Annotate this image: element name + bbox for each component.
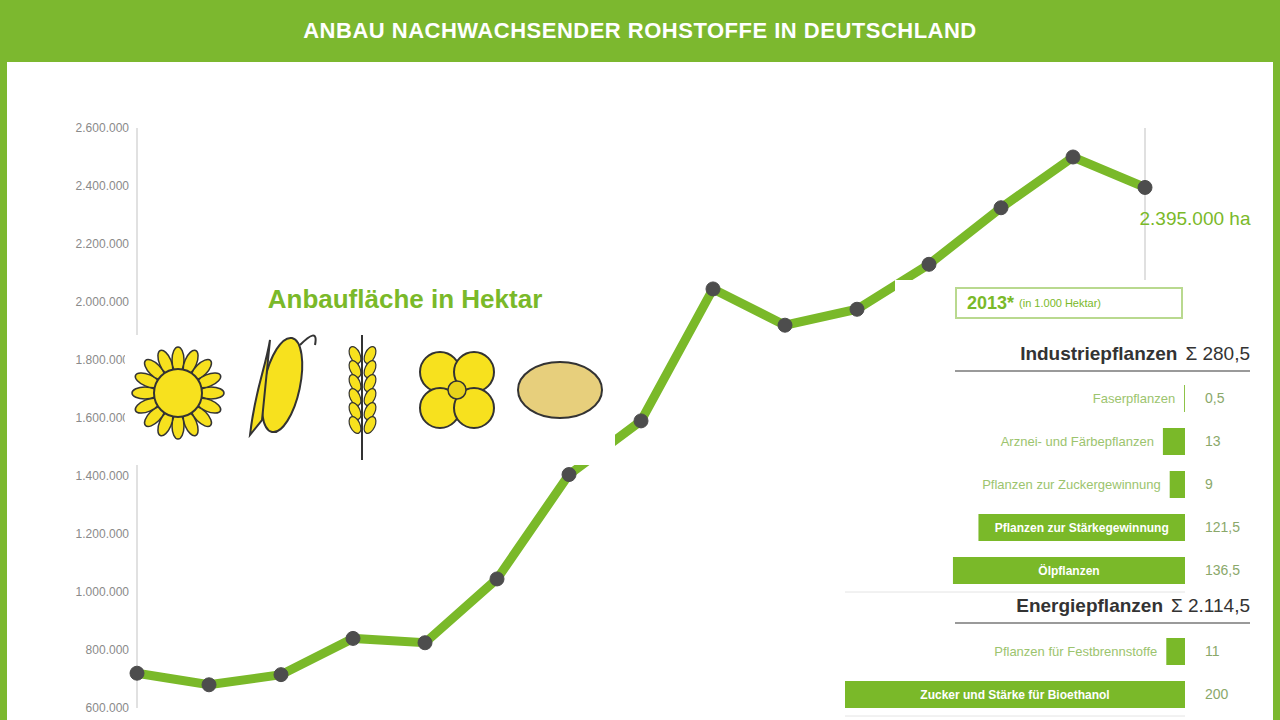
svg-text:2.400.000: 2.400.000 [76, 179, 130, 193]
svg-text:200: 200 [1205, 686, 1229, 702]
svg-text:11: 11 [1205, 643, 1220, 659]
svg-text:Faserpflanzen: Faserpflanzen [1093, 391, 1175, 406]
html-text:Σ 2.114,5: Σ 2.114,5 [1171, 595, 1250, 616]
svg-text:2.395.000 ha: 2.395.000 ha [1140, 208, 1251, 229]
html-text:2013* (in 1.000 Hektar): 2013* (in 1.000 Hektar) [967, 292, 1101, 313]
svg-text:2.000.000: 2.000.000 [76, 295, 130, 309]
svg-text:0,5: 0,5 [1205, 390, 1225, 406]
html-text:Industriepflanzen Σ 280,5: Industriepflanzen Σ 280,5 [1020, 343, 1250, 364]
svg-text:2.200.000: 2.200.000 [76, 237, 130, 251]
svg-text:2.600.000: 2.600.000 [76, 121, 130, 135]
svg-text:Arznei- und Färbepflanzen: Arznei- und Färbepflanzen [1001, 434, 1154, 449]
html-text:Energiepflanzen: Energiepflanzen [1016, 595, 1163, 616]
svg-text:600.000: 600.000 [86, 701, 130, 715]
svg-text:1.200.000: 1.200.000 [76, 527, 130, 541]
svg-text:1.400.000: 1.400.000 [76, 469, 130, 483]
svg-text:121,5: 121,5 [1205, 519, 1240, 535]
svg-text:1.600.000: 1.600.000 [76, 411, 130, 425]
svg-text:Pflanzen für Festbrennstoffe: Pflanzen für Festbrennstoffe [994, 644, 1157, 659]
svg-text:Pflanzen zur Zuckergewinnung: Pflanzen zur Zuckergewinnung [982, 477, 1160, 492]
svg-text:Pflanzen zur Stärkegewinnung: Pflanzen zur Stärkegewinnung [995, 521, 1169, 535]
svg-text:13: 13 [1205, 433, 1221, 449]
svg-text:136,5: 136,5 [1205, 562, 1240, 578]
html-text:ANBAU NACHWACHSENDER ROHSTOFFE: ANBAU NACHWACHSENDER ROHSTOFFE IN DEUTSC… [303, 18, 977, 43]
svg-text:9: 9 [1205, 476, 1213, 492]
svg-text:1.800.000: 1.800.000 [76, 353, 130, 367]
svg-text:Ölpflanzen: Ölpflanzen [1038, 563, 1099, 578]
svg-text:1.000.000: 1.000.000 [76, 585, 130, 599]
svg-text:Zucker und Stärke für Bioethan: Zucker und Stärke für Bioethanol [920, 688, 1109, 702]
html-text:Anbaufläche in Hektar: Anbaufläche in Hektar [267, 283, 543, 314]
svg-text:800.000: 800.000 [86, 643, 130, 657]
